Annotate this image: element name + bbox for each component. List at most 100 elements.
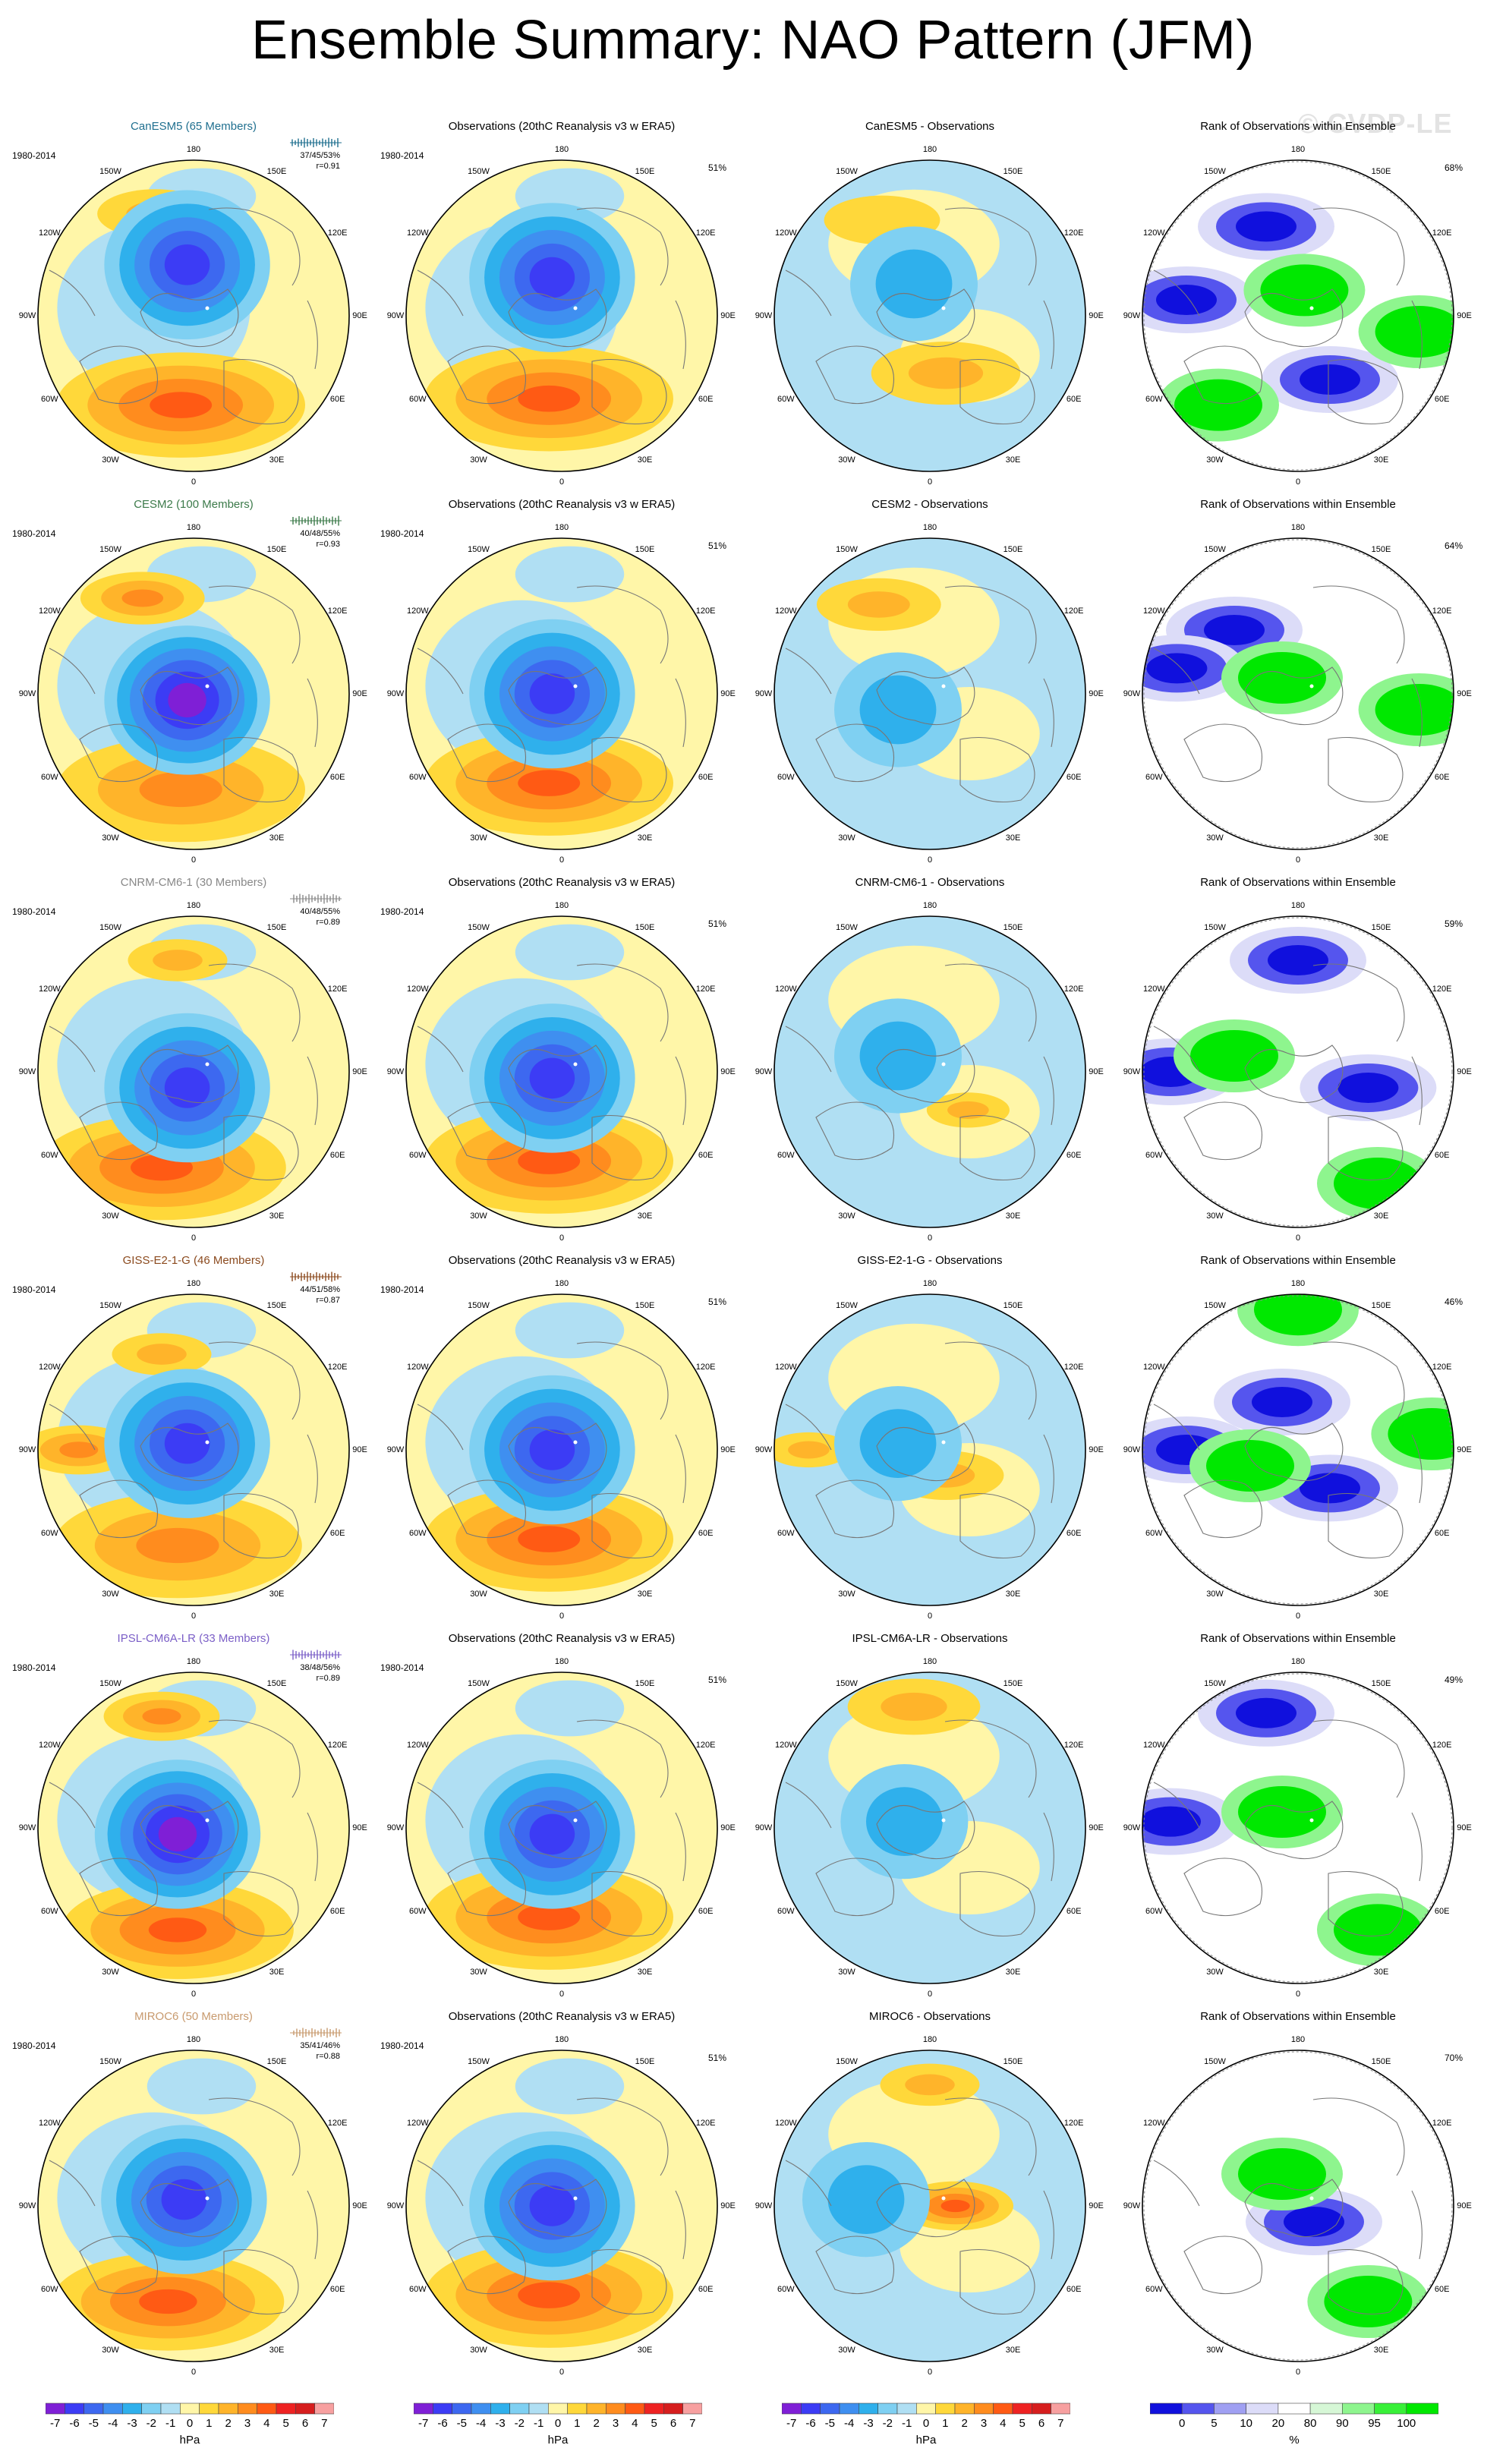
longitude-label: 120E	[327, 1740, 348, 1750]
longitude-label: 120E	[1063, 1740, 1084, 1750]
colorbar-tick: -1	[901, 2417, 912, 2430]
longitude-label: 90W	[1123, 689, 1141, 698]
period-label: 1980-2014	[380, 906, 424, 917]
longitude-label: 60W	[1145, 2284, 1163, 2294]
colorbar-tick: 6	[301, 2417, 309, 2430]
longitude-label: 30E	[1005, 1211, 1021, 1221]
longitude-label: 60E	[329, 2284, 345, 2294]
colorbar-swatch	[935, 2403, 956, 2415]
colorbar-swatch	[199, 2403, 219, 2415]
longitude-label: 90E	[720, 2201, 736, 2210]
longitude-label: 60W	[409, 1150, 427, 1160]
longitude-label: 90W	[18, 311, 36, 320]
colorbar-tick: 7	[321, 2417, 328, 2430]
period-label: 1980-2014	[12, 528, 56, 539]
longitude-label: 120E	[1063, 2118, 1084, 2128]
longitude-label: 150W	[468, 923, 490, 933]
longitude-label: 60E	[329, 394, 345, 404]
longitude-label: 60W	[41, 1906, 58, 1916]
colorbar-swatch	[141, 2403, 162, 2415]
stats-correlation: r=0.88	[316, 2052, 341, 2061]
longitude-label: 150W	[1204, 545, 1226, 555]
colorbar-3: -7 -6 -5 -4 -3 -2 -1 0 1 2 3 4 5 6 7 hPa	[781, 2402, 1071, 2455]
colorbar-swatch	[257, 2403, 277, 2415]
colorbar-tick: -3	[127, 2417, 137, 2430]
polar-map	[1139, 2047, 1457, 2365]
longitude-label: 150W	[468, 1301, 490, 1311]
colorbar-unit: hPa	[547, 2434, 569, 2447]
ensemble-rug	[290, 1647, 342, 1662]
longitude-label: 60E	[698, 1906, 714, 1916]
longitude-label: 90E	[352, 2201, 367, 2210]
polar-map-rank	[1142, 1293, 1454, 1606]
period-label: 1980-2014	[380, 1284, 424, 1295]
polar-map-rank	[1142, 537, 1454, 850]
watermark: © CVDP-LE	[1298, 108, 1453, 139]
panel-title: Observations (20thC Reanalysis v3 w ERA5…	[448, 1254, 676, 1267]
polar-map-diff	[773, 2050, 1086, 2362]
longitude-label: 0	[559, 855, 565, 865]
longitude-label: 150W	[99, 545, 121, 555]
panel-title: MIROC6 (50 Members)	[134, 2010, 253, 2023]
colorbar-tick: 2	[593, 2417, 600, 2430]
longitude-label: 120W	[1142, 228, 1165, 238]
ensemble-spread-rug	[290, 2028, 342, 2038]
colorbar-swatch	[1051, 2403, 1071, 2415]
colorbar-swatch	[509, 2403, 530, 2415]
colorbar-tick: -2	[882, 2417, 893, 2430]
polar-map-model	[37, 1672, 350, 1984]
colorbar-tick: 10	[1240, 2417, 1252, 2430]
longitude-label: 120W	[38, 606, 61, 616]
longitude-label: 180	[554, 1279, 569, 1288]
ensemble-rug	[290, 2025, 342, 2040]
variance-percent: 51%	[707, 540, 726, 551]
longitude-label: 60E	[329, 1528, 345, 1538]
longitude-label: 150W	[468, 545, 490, 555]
longitude-label: 90W	[386, 311, 405, 320]
colorbar-swatch	[452, 2403, 472, 2415]
longitude-label: 180	[554, 145, 569, 154]
longitude-label: 30W	[470, 1211, 487, 1221]
panel-model-5: IPSL-CM6A-LR (33 Members) 1980-2014 38/48/…	[8, 1632, 380, 2012]
longitude-label: 90E	[1089, 689, 1104, 698]
colorbar-swatch	[877, 2403, 898, 2415]
longitude-label: 0	[191, 1612, 197, 1621]
colorbar-unit: hPa	[915, 2434, 937, 2447]
panel-title: GISS-E2-1-G - Observations	[857, 1254, 1003, 1267]
ensemble-spread-rug	[290, 1649, 342, 1660]
longitude-label: 150E	[1003, 545, 1023, 555]
panel-title: CESM2 (100 Members)	[134, 498, 254, 511]
panel-title: Rank of Observations within Ensemble	[1200, 120, 1396, 133]
polar-map-obs	[405, 2050, 718, 2362]
longitude-label: 150W	[1204, 1679, 1226, 1689]
colorbar-tick: -5	[88, 2417, 99, 2430]
panel-title: CESM2 - Observations	[871, 498, 988, 511]
ensemble-rug	[290, 513, 342, 528]
longitude-label: 30W	[838, 2345, 855, 2355]
polar-map	[34, 1290, 353, 1609]
colorbar-tick: 20	[1271, 2417, 1285, 2430]
longitude-label: 30E	[637, 455, 653, 465]
longitude-label: 90E	[1457, 1445, 1472, 1454]
longitude-label: 60E	[1434, 394, 1450, 404]
stats-correlation: r=0.89	[316, 918, 341, 927]
panel-title: Observations (20thC Reanalysis v3 w ERA5…	[448, 876, 676, 889]
colorbar-swatch	[839, 2403, 859, 2415]
panel-title: Observations (20thC Reanalysis v3 w ERA5…	[448, 120, 676, 133]
polar-map-diff	[773, 537, 1086, 850]
longitude-label: 90E	[720, 1067, 736, 1076]
panel-diff-2: CESM2 - Observations 180 150E 120E 90E 60E 30E…	[744, 498, 1116, 878]
polar-map	[34, 912, 353, 1231]
longitude-label: 120E	[695, 1362, 716, 1372]
longitude-label: 150W	[836, 1301, 858, 1311]
longitude-label: 60W	[41, 2284, 58, 2294]
variance-percent: 68%	[1444, 162, 1463, 173]
longitude-label: 90E	[1457, 2201, 1472, 2210]
longitude-label: 60W	[409, 772, 427, 782]
colorbar-swatch	[625, 2403, 645, 2415]
longitude-label: 180	[1290, 523, 1306, 532]
panel-diff-6: MIROC6 - Observations 180 150E 120E 90E 60E 30…	[744, 2010, 1116, 2390]
longitude-label: 90W	[386, 1067, 405, 1076]
ensemble-spread-rug	[290, 515, 342, 526]
colorbar-swatch	[859, 2403, 878, 2415]
